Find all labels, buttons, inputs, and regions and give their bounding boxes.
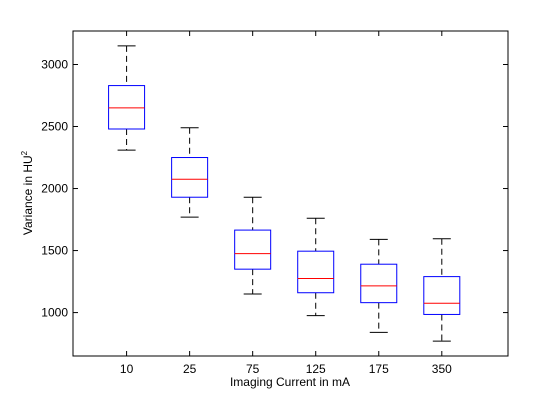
- interquartile-box: [234, 229, 272, 270]
- interquartile-box: [108, 85, 146, 130]
- y-tick-label: 1000: [41, 306, 68, 320]
- x-tick-label: 350: [432, 362, 452, 376]
- interquartile-box: [171, 157, 209, 198]
- y-axis-ticks: 1000 1500 2000 2500 3000: [41, 57, 508, 320]
- box-group-10: [108, 45, 146, 151]
- plot-marks: [108, 45, 461, 342]
- x-axis-title: Imaging Current in mA: [230, 375, 350, 389]
- x-tick-label: 25: [183, 362, 197, 376]
- x-axis-ticks: 10 25 75 125 175 350: [120, 31, 452, 376]
- box-group-75: [234, 196, 272, 295]
- box-group-125: [297, 217, 335, 317]
- y-axis-title-superscript: 2: [20, 150, 29, 155]
- y-axis-title: Variance in HU2: [20, 150, 35, 235]
- interquartile-box: [297, 250, 335, 294]
- x-tick-label: 75: [246, 362, 260, 376]
- y-tick-label: 1500: [41, 244, 68, 258]
- interquartile-box: [423, 276, 461, 315]
- x-tick-label: 125: [306, 362, 326, 376]
- box-group-350: [423, 238, 461, 342]
- y-tick-label: 2000: [41, 182, 68, 196]
- interquartile-box: [360, 263, 398, 304]
- box-group-175: [360, 238, 398, 333]
- plot-area-frame: [72, 30, 509, 357]
- y-tick-label: 3000: [41, 57, 68, 71]
- y-tick-label: 2500: [41, 120, 68, 134]
- x-tick-label: 175: [369, 362, 389, 376]
- box-group-25: [171, 127, 209, 218]
- y-axis-title-main: Variance in HU: [21, 155, 35, 235]
- x-tick-label: 10: [120, 362, 134, 376]
